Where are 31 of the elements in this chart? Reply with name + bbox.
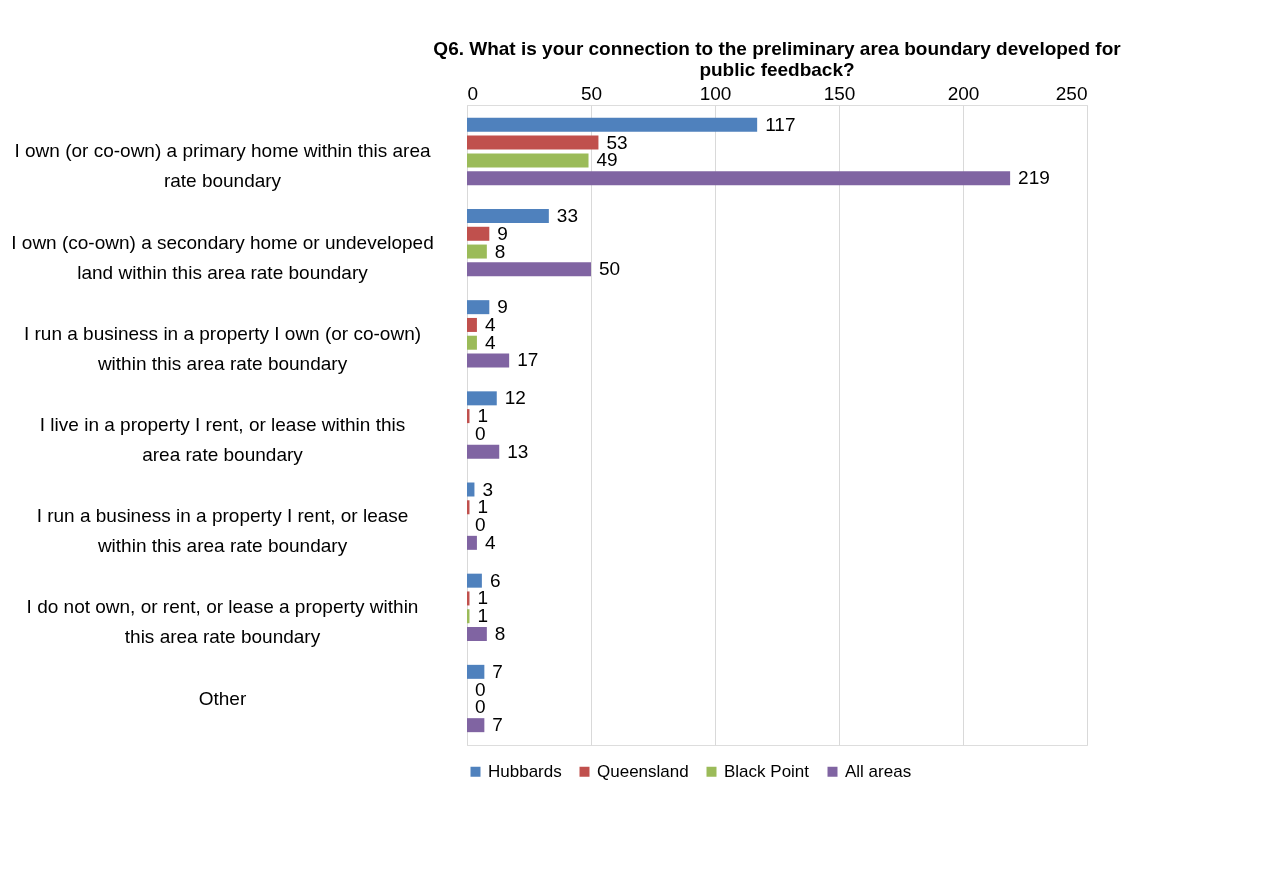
y-tick-label: I live in a property I rent, or lease within this area rate boundary bbox=[39, 414, 406, 465]
y-tick-label: I run a business in a property I rent, or lease within this area rate boundary bbox=[36, 505, 409, 557]
data-label: 8 bbox=[494, 623, 506, 644]
x-tick-label: 150 bbox=[823, 82, 856, 104]
legend-label: Black Point bbox=[724, 761, 810, 781]
x-tick-label: 0 bbox=[467, 82, 479, 104]
x-tick-label: 250 bbox=[1055, 82, 1088, 104]
y-tick-label: I own (or co-own) a primary home within this area rate boundary bbox=[14, 140, 431, 192]
y-tick-label: I run a business in a property I own (or co-own) within this area rate boundary bbox=[23, 322, 422, 374]
data-label: 50 bbox=[599, 258, 621, 280]
data-label: 7 bbox=[492, 660, 503, 682]
y-tick-label: I own (co-own) a secondary home or undeveloped land within this area rate boundary bbox=[11, 231, 434, 283]
data-label: 7 bbox=[492, 714, 503, 736]
data-label: 219 bbox=[1018, 167, 1050, 189]
data-label: 4 bbox=[484, 531, 496, 553]
data-label: 33 bbox=[556, 205, 578, 226]
data-label: 12 bbox=[504, 387, 526, 409]
legend-label: All areas bbox=[845, 761, 912, 781]
chart-title: Q6. What is your connection to the preliminary area boundary developed for public feedback? bbox=[433, 38, 1122, 80]
data-label: 13 bbox=[507, 440, 529, 462]
y-tick-label: I do not own, or rent, or lease a property within this area rate boundary bbox=[26, 596, 419, 648]
legend-label: Queensland bbox=[597, 761, 689, 781]
x-tick-label: 100 bbox=[699, 82, 732, 104]
data-label: 6 bbox=[489, 569, 501, 591]
data-label: 9 bbox=[497, 296, 508, 318]
data-label: 117 bbox=[765, 113, 796, 135]
x-tick-label: 50 bbox=[580, 82, 603, 104]
y-tick-label: Other bbox=[198, 687, 247, 709]
x-tick-label: 200 bbox=[947, 82, 980, 104]
legend-label: Hubbards bbox=[488, 761, 562, 781]
data-label: 17 bbox=[517, 349, 539, 371]
